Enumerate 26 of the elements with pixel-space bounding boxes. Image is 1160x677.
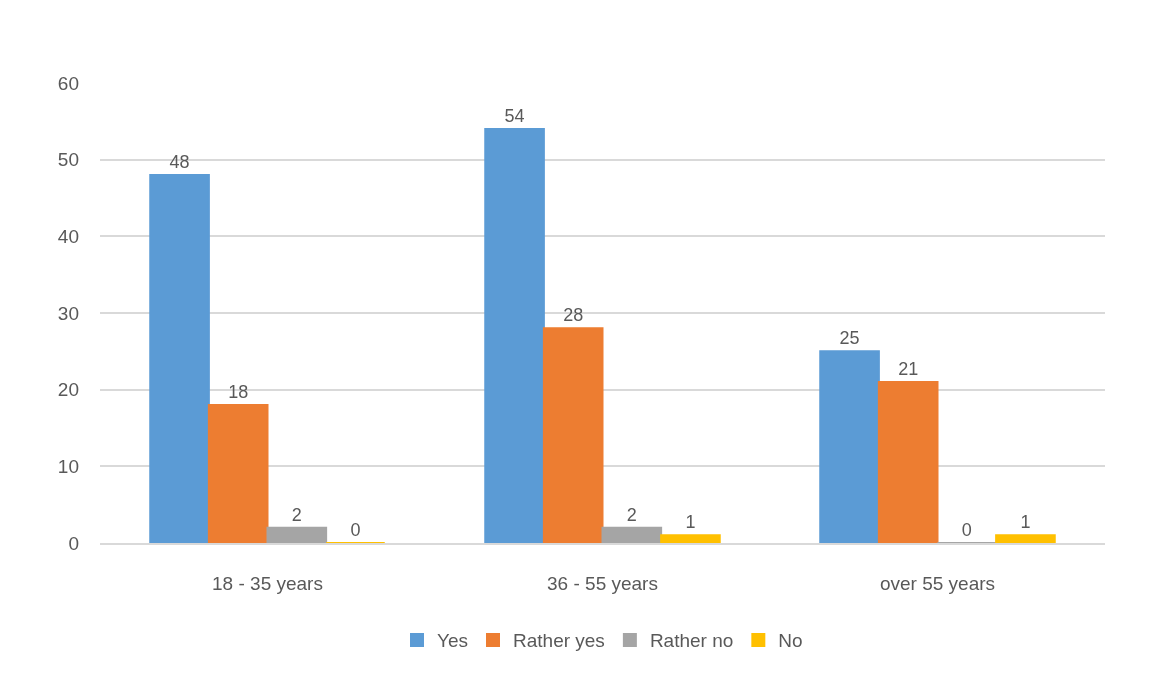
data-label: 28	[563, 305, 584, 326]
data-label: 1	[1020, 512, 1031, 533]
y-tick-label: 10	[57, 455, 79, 477]
data-label: 2	[291, 504, 302, 525]
y-tick-label: 50	[57, 149, 79, 171]
legend-label: No	[778, 630, 803, 652]
y-tick-label: 60	[57, 72, 79, 94]
data-label: 2	[626, 504, 637, 525]
data-label: 1	[685, 512, 696, 533]
x-tick-label: over 55 years	[879, 572, 996, 594]
data-label: 48	[169, 152, 190, 172]
y-tick-label: 20	[57, 379, 79, 401]
data-label: 18	[228, 382, 249, 402]
data-label: 0	[961, 520, 972, 540]
y-tick-label: 40	[57, 225, 79, 247]
legend-label: Rather yes	[513, 630, 605, 652]
legend-label: Yes	[437, 630, 468, 652]
data-label: 0	[350, 520, 361, 540]
x-tick-label: 36 - 55 years	[547, 572, 658, 594]
y-tick-label: 30	[57, 302, 79, 324]
data-label: 54	[504, 106, 525, 126]
data-label: 25	[839, 328, 860, 349]
y-tick-label: 0	[68, 532, 79, 554]
data-label: 21	[898, 359, 919, 379]
x-tick-label: 18 - 35 years	[212, 572, 323, 594]
legend-label: Rather no	[649, 630, 734, 652]
